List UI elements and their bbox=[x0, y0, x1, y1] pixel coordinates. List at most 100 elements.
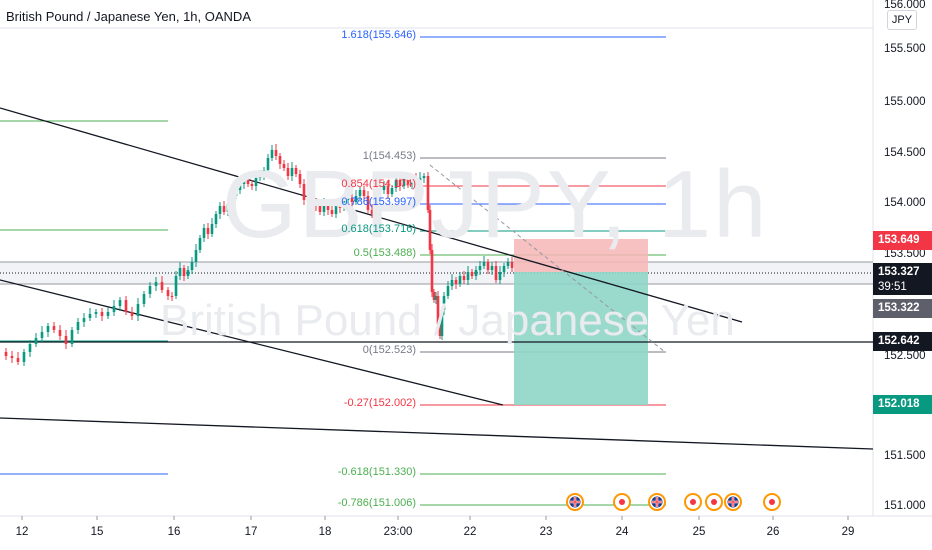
candle-body bbox=[206, 228, 210, 234]
candle-body bbox=[234, 190, 238, 196]
candle-body bbox=[494, 266, 498, 280]
candle-body bbox=[124, 300, 128, 312]
time-tick: 25 bbox=[692, 526, 706, 538]
candle-body bbox=[274, 150, 278, 156]
fib-level-label: -0.786(151.006) bbox=[337, 497, 416, 509]
candle-body bbox=[46, 326, 50, 332]
time-tick: 18 bbox=[318, 526, 332, 538]
candle-body bbox=[422, 176, 426, 178]
candle-body bbox=[386, 186, 390, 194]
candle-body bbox=[398, 180, 402, 186]
candle-body bbox=[118, 300, 122, 306]
candle-body bbox=[34, 338, 38, 344]
fib-level-label: -0.27(152.002) bbox=[343, 397, 416, 409]
price-tick: 154.500 bbox=[884, 147, 926, 159]
line-price-tag: 152.642 bbox=[873, 332, 932, 351]
candle-body bbox=[286, 168, 290, 176]
candle-body bbox=[250, 184, 254, 186]
candle-body bbox=[374, 198, 378, 214]
candle-body bbox=[278, 156, 282, 164]
japan-flag-dot bbox=[619, 499, 625, 505]
candle-body bbox=[450, 280, 454, 286]
candle-body bbox=[28, 344, 32, 352]
candle-body bbox=[202, 228, 206, 238]
fib-level-label: 0.854(154.174) bbox=[341, 178, 416, 190]
candle-body bbox=[82, 318, 86, 322]
candle-body bbox=[510, 262, 514, 268]
time-tick: 12 bbox=[15, 526, 29, 538]
candle-body bbox=[470, 272, 474, 276]
candle-body bbox=[314, 202, 318, 206]
candle-body bbox=[462, 276, 466, 280]
stop-price-tag: 153.649 bbox=[873, 231, 932, 250]
time-tick: 16 bbox=[167, 526, 181, 538]
economic-events[interactable] bbox=[566, 493, 781, 511]
price-tick: 155.000 bbox=[884, 96, 926, 108]
time-tick: 24 bbox=[615, 526, 629, 538]
take-profit-zone[interactable] bbox=[514, 272, 648, 405]
candle-body bbox=[358, 190, 362, 196]
fib-level-label: 1(154.453) bbox=[362, 150, 416, 162]
candle-body bbox=[302, 184, 306, 200]
candle-body bbox=[334, 206, 338, 214]
candle-body bbox=[76, 322, 80, 330]
candle-body bbox=[160, 282, 164, 290]
target-price-tag: 152.018 bbox=[873, 395, 932, 414]
candle-body bbox=[378, 190, 382, 198]
candle-body bbox=[402, 178, 406, 186]
candle-body bbox=[362, 190, 366, 196]
candle-body bbox=[214, 214, 218, 224]
candle-body bbox=[430, 250, 434, 292]
time-tick: 23 bbox=[539, 526, 553, 538]
candle-body bbox=[198, 238, 202, 250]
time-tick: 22 bbox=[463, 526, 477, 538]
symbol-title[interactable]: British Pound / Japanese Yen, 1h, OANDA bbox=[6, 9, 251, 24]
projection-line bbox=[429, 164, 666, 353]
candle-body bbox=[254, 178, 258, 186]
candle-body bbox=[130, 312, 134, 316]
trend-lines[interactable] bbox=[0, 107, 874, 450]
price-tick: 155.500 bbox=[884, 43, 926, 55]
candle-body bbox=[148, 286, 152, 294]
fib-level-label: -0.618(151.330) bbox=[337, 466, 416, 478]
candle-body bbox=[428, 210, 432, 250]
candle-body bbox=[262, 170, 266, 176]
candle-body bbox=[136, 304, 140, 316]
candle-body bbox=[418, 178, 422, 184]
candle-body bbox=[218, 206, 222, 214]
candle-body bbox=[170, 296, 174, 297]
candle-body bbox=[390, 188, 394, 194]
candle-body bbox=[446, 286, 450, 296]
price-tick: 152.500 bbox=[884, 350, 926, 362]
candle-body bbox=[440, 310, 444, 336]
candle-body bbox=[4, 352, 8, 356]
candle-body bbox=[230, 196, 234, 204]
candle-body bbox=[482, 262, 486, 266]
currency-button[interactable]: JPY bbox=[887, 10, 917, 30]
candle-body bbox=[432, 292, 436, 300]
trend-line-bottom bbox=[0, 417, 874, 450]
horizontal-levels bbox=[0, 120, 168, 475]
candle-body bbox=[298, 174, 302, 184]
candle-body bbox=[282, 164, 286, 168]
candle-body bbox=[436, 296, 440, 324]
candle-body bbox=[226, 204, 230, 212]
candle-body bbox=[154, 282, 158, 286]
candle-body bbox=[506, 262, 510, 266]
candle-body bbox=[290, 168, 294, 176]
time-tick: 17 bbox=[244, 526, 258, 538]
candle-body bbox=[52, 326, 56, 330]
candle-body bbox=[294, 168, 298, 174]
candle-body bbox=[370, 210, 374, 214]
candle-body bbox=[106, 312, 110, 316]
candle-body bbox=[210, 224, 214, 234]
stop-loss-zone[interactable] bbox=[514, 239, 648, 272]
fib-level-label: 0.618(153.716) bbox=[341, 223, 416, 235]
price-band bbox=[0, 262, 873, 284]
price-tick: 151.000 bbox=[884, 500, 926, 512]
candle-body bbox=[16, 358, 20, 362]
candle-body bbox=[318, 206, 322, 212]
candle-body bbox=[414, 178, 418, 184]
candle-body bbox=[222, 206, 226, 212]
